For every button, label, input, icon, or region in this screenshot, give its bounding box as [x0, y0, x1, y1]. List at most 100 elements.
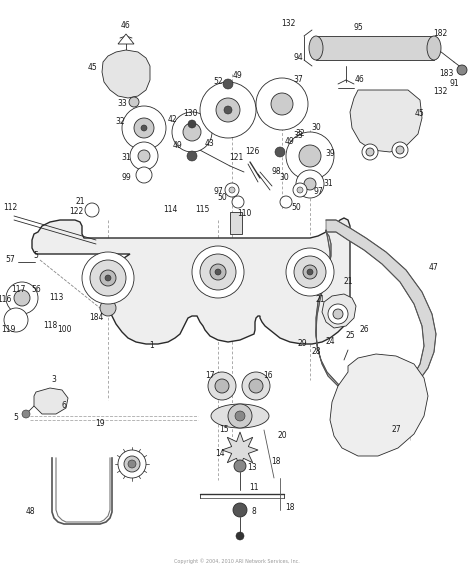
Circle shape: [307, 269, 313, 275]
Text: 122: 122: [69, 208, 83, 216]
Text: 30: 30: [311, 124, 321, 133]
Text: 45: 45: [88, 63, 98, 73]
Text: 49: 49: [285, 137, 295, 146]
Text: 46: 46: [121, 22, 131, 30]
Text: 21: 21: [75, 197, 85, 206]
Circle shape: [236, 532, 244, 540]
Text: 126: 126: [245, 148, 259, 157]
Text: 21: 21: [315, 296, 325, 304]
Circle shape: [4, 308, 28, 332]
Text: 42: 42: [167, 116, 177, 125]
Circle shape: [200, 254, 236, 290]
Bar: [230, 212, 242, 234]
Text: 57: 57: [5, 256, 15, 264]
Circle shape: [134, 118, 154, 138]
Text: 48: 48: [25, 507, 35, 517]
Circle shape: [141, 125, 147, 131]
Text: 15: 15: [219, 426, 229, 435]
Circle shape: [129, 97, 139, 107]
Text: 110: 110: [237, 209, 251, 219]
Circle shape: [392, 142, 408, 158]
Circle shape: [233, 503, 247, 517]
Text: 132: 132: [281, 19, 295, 29]
Text: 130: 130: [183, 109, 197, 118]
Circle shape: [303, 265, 317, 279]
Text: 24: 24: [325, 337, 335, 347]
Circle shape: [228, 404, 252, 428]
Circle shape: [249, 379, 263, 393]
Text: Copyright © 2004, 2010 ARI Network Services, Inc.: Copyright © 2004, 2010 ARI Network Servi…: [174, 558, 300, 563]
Circle shape: [85, 203, 99, 217]
Circle shape: [100, 300, 116, 316]
Circle shape: [105, 275, 111, 281]
Text: 3: 3: [52, 375, 56, 384]
Circle shape: [275, 147, 285, 157]
Circle shape: [172, 112, 212, 152]
Circle shape: [215, 269, 221, 275]
Circle shape: [118, 450, 146, 478]
Text: 113: 113: [49, 293, 63, 303]
Circle shape: [235, 411, 245, 421]
Circle shape: [333, 309, 343, 319]
Text: 6: 6: [62, 402, 66, 411]
Circle shape: [223, 79, 233, 89]
Polygon shape: [222, 432, 258, 468]
Text: 99: 99: [121, 173, 131, 182]
Circle shape: [138, 150, 150, 162]
Text: 97: 97: [213, 188, 223, 197]
Text: 49: 49: [173, 141, 183, 150]
Circle shape: [280, 196, 292, 208]
Circle shape: [296, 170, 324, 198]
Text: 112: 112: [3, 204, 17, 213]
Circle shape: [225, 183, 239, 197]
Text: 33: 33: [117, 100, 127, 109]
Polygon shape: [34, 388, 68, 414]
Text: 97: 97: [313, 188, 323, 197]
Circle shape: [286, 132, 334, 180]
Ellipse shape: [291, 276, 329, 288]
Text: 31: 31: [323, 180, 333, 189]
Text: 8: 8: [252, 507, 256, 517]
Polygon shape: [316, 220, 436, 400]
Text: 20: 20: [277, 431, 287, 440]
Polygon shape: [350, 90, 422, 152]
Circle shape: [396, 146, 404, 154]
Text: 39: 39: [325, 149, 335, 158]
Text: 132: 132: [433, 88, 447, 97]
Circle shape: [242, 372, 270, 400]
Circle shape: [299, 145, 321, 167]
Text: 115: 115: [195, 205, 209, 214]
Text: 121: 121: [229, 153, 243, 162]
Circle shape: [130, 142, 158, 170]
Circle shape: [224, 106, 232, 114]
Text: 43: 43: [205, 140, 215, 149]
Circle shape: [229, 187, 235, 193]
Circle shape: [294, 256, 326, 288]
Text: 21: 21: [343, 277, 353, 287]
Text: 50: 50: [291, 204, 301, 213]
Circle shape: [128, 460, 136, 468]
Circle shape: [256, 78, 308, 130]
Ellipse shape: [427, 36, 441, 60]
Text: 5: 5: [14, 414, 18, 423]
Text: 26: 26: [359, 325, 369, 335]
Circle shape: [188, 120, 196, 128]
Text: 18: 18: [285, 503, 295, 513]
Circle shape: [122, 106, 166, 150]
Text: 118: 118: [43, 321, 57, 331]
Text: 117: 117: [11, 285, 25, 295]
Text: 33: 33: [293, 132, 303, 141]
Text: 56: 56: [31, 285, 41, 295]
Ellipse shape: [87, 282, 129, 294]
Text: 49: 49: [233, 72, 243, 81]
Polygon shape: [322, 294, 356, 328]
Circle shape: [82, 252, 134, 304]
Text: 18: 18: [271, 458, 281, 467]
Text: 50: 50: [217, 193, 227, 202]
Text: 28: 28: [311, 348, 321, 356]
Text: 182: 182: [433, 30, 447, 38]
Text: 91: 91: [449, 80, 459, 89]
Text: 30: 30: [279, 173, 289, 182]
Text: 119: 119: [1, 325, 15, 335]
Circle shape: [100, 270, 116, 286]
